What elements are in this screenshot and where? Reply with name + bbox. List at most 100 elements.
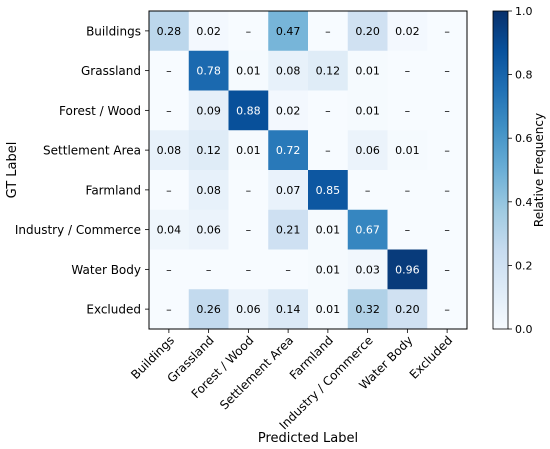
- heatmap-cell: [387, 289, 428, 330]
- heatmap-cell: [308, 90, 349, 131]
- cell-value-label: 0.32: [355, 303, 380, 316]
- heatmap-cell: [427, 50, 468, 91]
- cell-value-label: 0.67: [355, 224, 380, 237]
- cell-value-label: –: [405, 184, 411, 197]
- heatmap-cell: [427, 289, 468, 330]
- heatmap-cell: [347, 130, 388, 171]
- cell-value-label: 0.09: [196, 104, 221, 117]
- cell-value-label: 0.14: [276, 303, 301, 316]
- cell-value-label: 0.03: [355, 263, 380, 276]
- colorbar-tick-label: 0.6: [515, 132, 533, 145]
- cell-value-label: 0.26: [196, 303, 221, 316]
- heatmap-cell: [188, 130, 229, 171]
- heatmap-cell: [308, 289, 349, 330]
- cell-value-label: –: [444, 144, 450, 157]
- heatmap-cell-labels: 0.28 0.02 – 0.47 – 0.20 0.02 – – 0.78 0.01 0.08 0.12…: [157, 25, 450, 316]
- heatmap-cell: [228, 130, 269, 171]
- heatmap-cell: [149, 209, 190, 250]
- heatmap-cell: [149, 130, 190, 171]
- cell-value-label: 0.20: [395, 303, 420, 316]
- heatmap-cell: [427, 11, 468, 52]
- cell-value-label: 0.21: [276, 224, 301, 237]
- cell-value-label: –: [405, 104, 411, 117]
- heatmap-cell: [387, 249, 428, 290]
- heatmap-cell: [387, 11, 428, 52]
- cell-value-label: –: [444, 25, 450, 38]
- heatmap-cell: [427, 249, 468, 290]
- colorbar-tick-label: 1.0: [515, 5, 533, 18]
- heatmap-cell: [268, 11, 309, 52]
- cell-value-label: –: [444, 104, 450, 117]
- heatmap-cell: [268, 130, 309, 171]
- heatmap-cell: [188, 11, 229, 52]
- cell-value-label: –: [246, 224, 252, 237]
- x-tick-label: Excluded: [407, 333, 456, 382]
- heatmap-cell: [427, 209, 468, 250]
- cell-value-label: 0.01: [316, 224, 341, 237]
- heatmap-cell: [188, 50, 229, 91]
- heatmap-cell: [427, 130, 468, 171]
- heatmap-cell: [387, 90, 428, 131]
- heatmap-cell: [387, 170, 428, 211]
- heatmap-cell: [308, 130, 349, 171]
- heatmap-cell: [347, 11, 388, 52]
- heatmap-cell: [149, 11, 190, 52]
- cell-value-label: –: [166, 104, 172, 117]
- heatmap-cell: [347, 170, 388, 211]
- y-axis-ticks: Buildings Grassland Forest / Wood Settlemen…: [15, 24, 149, 317]
- cell-value-label: 0.96: [395, 263, 420, 276]
- cell-value-label: –: [325, 25, 331, 38]
- heatmap-cell: [188, 90, 229, 131]
- heatmap-cell: [347, 289, 388, 330]
- y-tick-label: Water Body: [71, 263, 141, 277]
- heatmap-cell: [149, 249, 190, 290]
- y-tick-label: Industry / Commerce: [15, 223, 141, 237]
- cell-value-label: 0.01: [316, 303, 341, 316]
- plot-frame: [148, 10, 468, 330]
- cell-value-label: 0.06: [236, 303, 261, 316]
- cell-value-label: 0.01: [355, 65, 380, 78]
- heatmap-cell: [228, 289, 269, 330]
- heatmap-cell: [149, 90, 190, 131]
- cell-value-label: –: [246, 184, 252, 197]
- heatmap-cell: [268, 170, 309, 211]
- cell-value-label: –: [166, 184, 172, 197]
- cell-value-label: 0.02: [276, 104, 301, 117]
- heatmap-cell: [268, 289, 309, 330]
- cell-value-label: –: [166, 303, 172, 316]
- heatmap-cell: [228, 209, 269, 250]
- heatmap-cell: [228, 90, 269, 131]
- y-tick-label: Grassland: [81, 64, 141, 78]
- y-tick-label: Buildings: [86, 24, 141, 38]
- heatmap-cell: [308, 249, 349, 290]
- cell-value-label: –: [444, 224, 450, 237]
- cell-value-label: –: [285, 263, 291, 276]
- heatmap-cell: [268, 209, 309, 250]
- heatmap-cell: [228, 170, 269, 211]
- cell-value-label: –: [444, 263, 450, 276]
- heatmap-cell: [268, 90, 309, 131]
- heatmap-cell: [188, 170, 229, 211]
- cell-value-label: 0.04: [157, 224, 182, 237]
- cell-value-label: –: [246, 263, 252, 276]
- cell-value-label: –: [405, 65, 411, 78]
- cell-value-label: 0.85: [316, 184, 341, 197]
- cell-value-label: 0.06: [196, 224, 221, 237]
- heatmap-cell: [347, 249, 388, 290]
- heatmap-cell: [308, 209, 349, 250]
- heatmap-cell: [308, 11, 349, 52]
- cell-value-label: 0.01: [236, 65, 261, 78]
- cell-value-label: 0.06: [355, 144, 380, 157]
- cell-value-label: –: [365, 184, 371, 197]
- heatmap-cell: [347, 209, 388, 250]
- y-tick-label: Farmland: [86, 183, 141, 197]
- heatmap-cell: [188, 289, 229, 330]
- heatmap-cell: [228, 50, 269, 91]
- cell-value-label: 0.01: [316, 263, 341, 276]
- cell-value-label: 0.01: [395, 144, 420, 157]
- heatmap-cell: [228, 11, 269, 52]
- y-axis-label: GT Label: [5, 142, 20, 199]
- heatmap-cells: [149, 11, 468, 330]
